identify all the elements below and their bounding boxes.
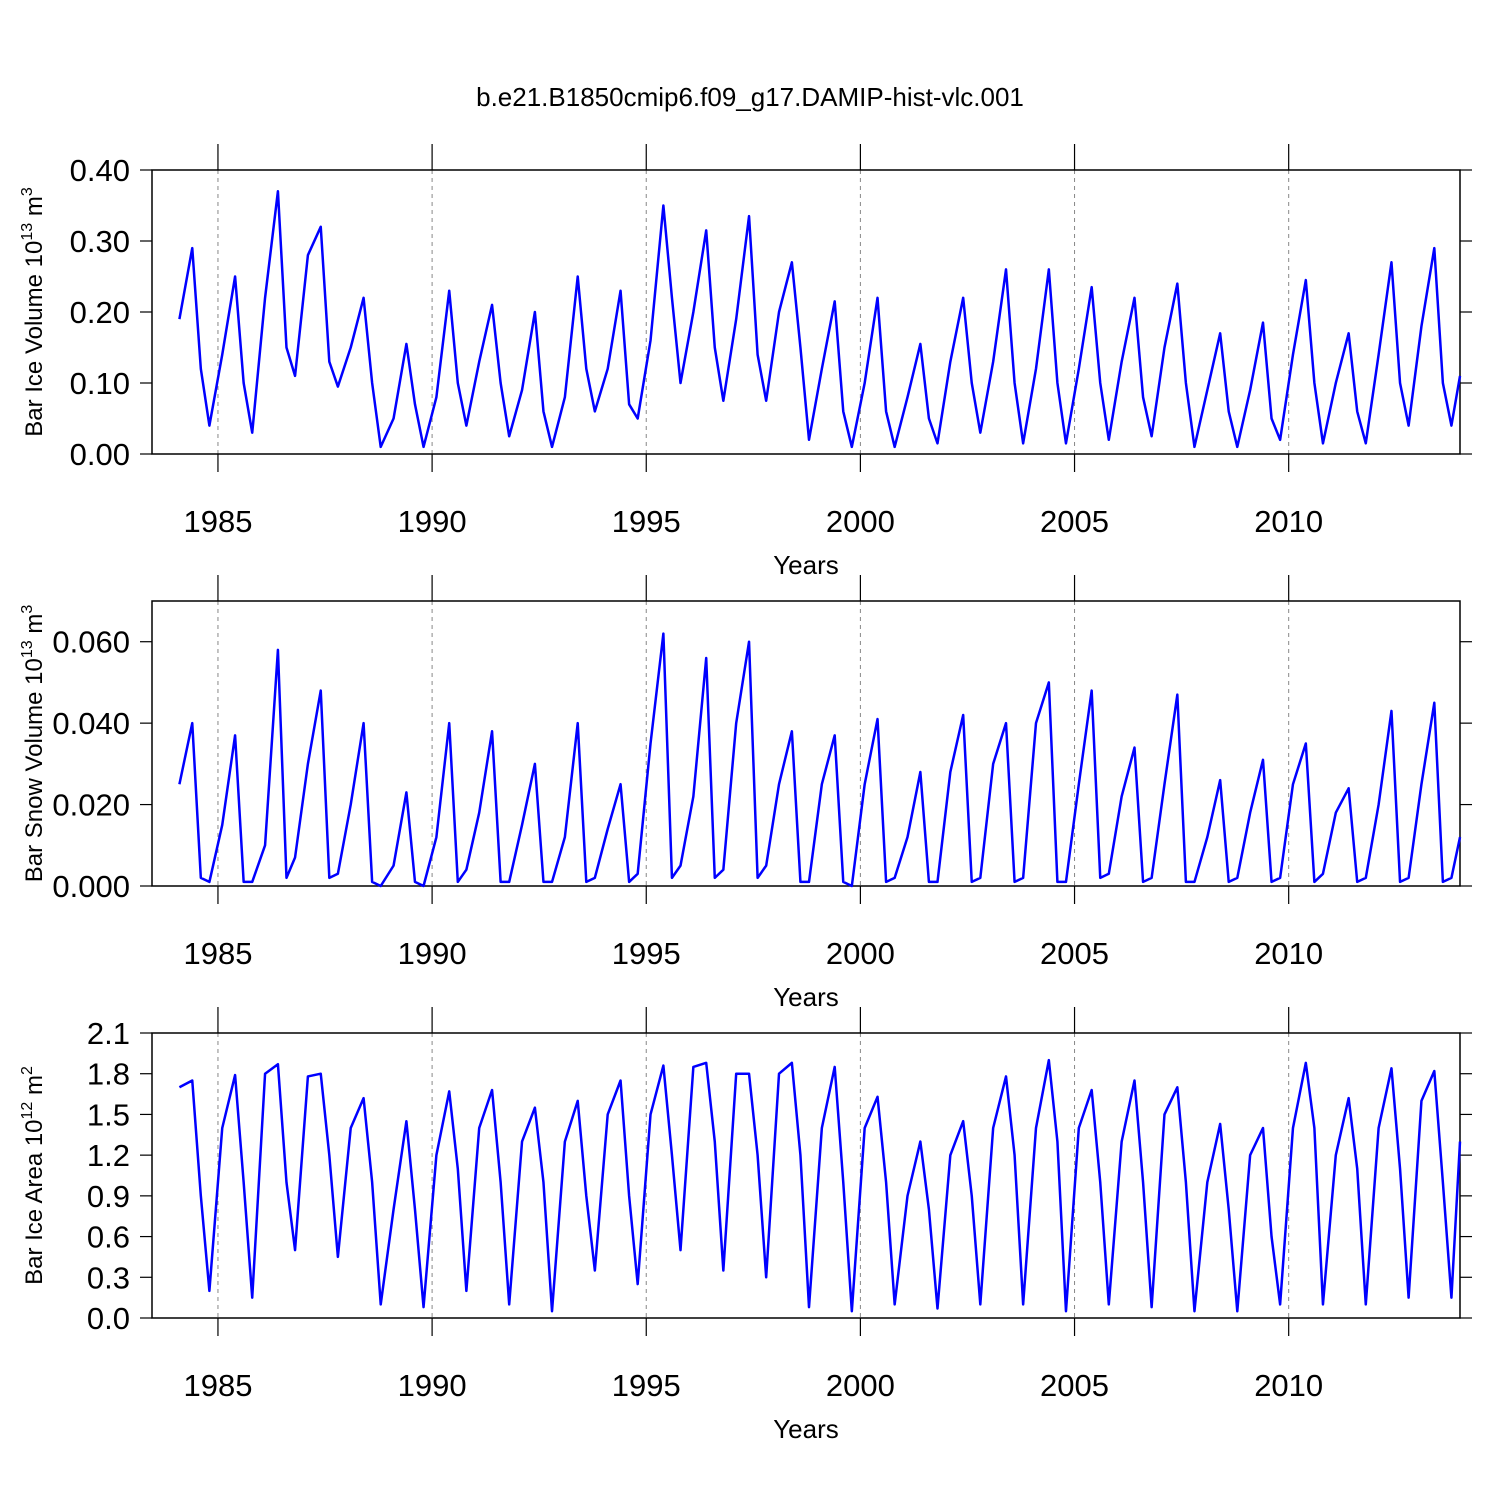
x-axis-label: Years (773, 550, 839, 580)
figure-title: b.e21.B1850cmip6.f09_g17.DAMIP-hist-vlc.… (476, 82, 1024, 112)
y-tick-label: 0.6 (87, 1220, 130, 1255)
y-tick-label: 0.3 (87, 1260, 130, 1295)
y-tick-label: 1.2 (87, 1138, 130, 1173)
x-tick-label: 1995 (612, 504, 681, 539)
plot-frame (151, 600, 1461, 887)
y-tick-label: 0.30 (70, 224, 130, 259)
x-tick-label: 2010 (1254, 1368, 1323, 1403)
y-axis-label-part: Bar Snow Volume 10 (21, 658, 48, 882)
plot-frame (151, 1032, 1461, 1319)
x-tick-label: 1995 (612, 1368, 681, 1403)
x-tick-label: 1990 (398, 1368, 467, 1403)
y-tick-label: 0.20 (70, 295, 130, 330)
x-tick-label: 2000 (826, 936, 895, 971)
x-axis-label: Years (773, 982, 839, 1012)
y-axis-label-part: m (21, 1075, 48, 1102)
x-tick-label: 2005 (1040, 936, 1109, 971)
x-tick-label: 2010 (1254, 936, 1323, 971)
x-tick-label: 1990 (398, 504, 467, 539)
y-tick-label: 0.060 (52, 625, 130, 660)
x-tick-label: 2010 (1254, 504, 1323, 539)
y-tick-label: 0.00 (70, 437, 130, 472)
y-axis-label-part: 3 (19, 187, 36, 196)
y-tick-label: 1.5 (87, 1097, 130, 1132)
data-line (178, 632, 1462, 888)
y-axis-label-part: 3 (19, 605, 36, 614)
y-tick-label: 0.0 (87, 1301, 130, 1336)
data-line (178, 190, 1462, 449)
x-tick-label: 2000 (826, 1368, 895, 1403)
y-axis-label-part: 13 (19, 223, 36, 241)
x-tick-label: 1995 (612, 936, 681, 971)
y-tick-label: 0.10 (70, 366, 130, 401)
y-axis-label-part: 12 (19, 1102, 36, 1120)
x-tick-label: 1985 (183, 1368, 252, 1403)
y-tick-label: 0.000 (52, 869, 130, 904)
x-tick-label: 2000 (826, 504, 895, 539)
y-tick-label: 0.040 (52, 706, 130, 741)
y-axis-label-part: Bar Ice Volume 10 (21, 241, 48, 437)
y-axis-label-part: 2 (19, 1066, 36, 1075)
y-tick-label: 0.40 (70, 153, 130, 188)
x-tick-label: 2005 (1040, 504, 1109, 539)
x-tick-label: 1985 (183, 504, 252, 539)
y-tick-label: 0.9 (87, 1179, 130, 1214)
x-axis-label: Years (773, 1414, 839, 1444)
y-axis-label: Bar Ice Area 1012 m2 (19, 1066, 48, 1285)
x-tick-label: 2005 (1040, 1368, 1109, 1403)
y-tick-label: 0.020 (52, 788, 130, 823)
y-axis-label: Bar Ice Volume 1013 m3 (19, 187, 48, 437)
y-tick-label: 1.8 (87, 1057, 130, 1092)
y-tick-label: 2.1 (87, 1016, 130, 1051)
y-axis-label-part: m (21, 196, 48, 223)
y-axis-label-part: Bar Ice Area 10 (21, 1119, 48, 1284)
data-line (178, 1058, 1462, 1313)
y-axis-label-part: 13 (19, 640, 36, 658)
x-tick-label: 1990 (398, 936, 467, 971)
y-axis-label-part: m (21, 614, 48, 641)
x-tick-label: 1985 (183, 936, 252, 971)
plot-frame (151, 169, 1461, 455)
y-axis-label: Bar Snow Volume 1013 m3 (19, 605, 48, 883)
